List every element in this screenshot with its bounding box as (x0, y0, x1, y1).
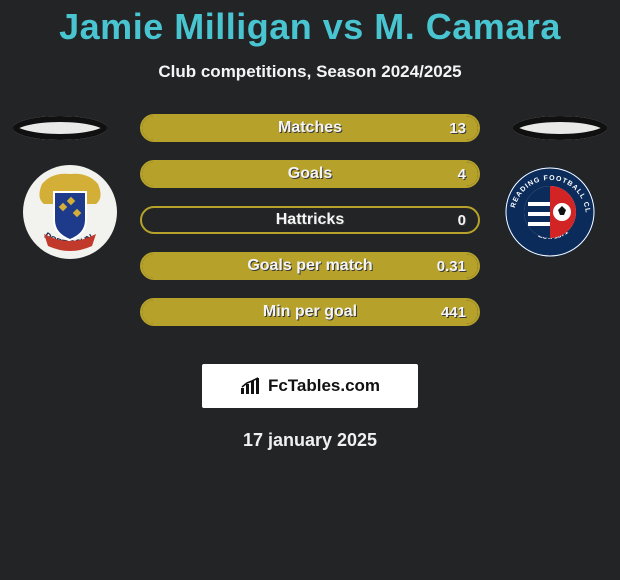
stat-label: Hattricks (276, 211, 344, 229)
stat-bar: Goals per match 0.31 (140, 252, 480, 280)
stat-value-right: 0.31 (437, 258, 466, 275)
page-title: Jamie Milligan vs M. Camara (0, 6, 620, 48)
stat-value-right: 441 (441, 304, 466, 321)
date-text: 17 january 2025 (0, 430, 620, 451)
chart-icon (240, 377, 262, 395)
player-placeholder-left (13, 116, 107, 140)
stat-value-right: 0 (458, 212, 466, 229)
stat-bar: Goals 4 (140, 160, 480, 188)
stat-label: Goals per match (247, 257, 372, 275)
stat-bars: Matches 13 Goals 4 Hattricks 0 Goals per… (140, 114, 480, 344)
subtitle: Club competitions, Season 2024/2025 (0, 62, 620, 82)
stat-value-right: 13 (449, 120, 466, 137)
stat-value-right: 4 (458, 166, 466, 183)
brand-badge: FcTables.com (202, 364, 418, 408)
stat-bar: Matches 13 (140, 114, 480, 142)
comparison-body: PORT COUN READING FOO (0, 114, 620, 344)
club-crest-left: PORT COUN (22, 164, 118, 260)
comparison-card: Jamie Milligan vs M. Camara Club competi… (0, 0, 620, 451)
stat-label: Matches (278, 119, 342, 137)
stat-label: Min per goal (263, 303, 357, 321)
stat-label: Goals (288, 165, 332, 183)
brand-text: FcTables.com (268, 376, 380, 396)
stat-bar: Hattricks 0 (140, 206, 480, 234)
stat-bar: Min per goal 441 (140, 298, 480, 326)
club-crest-right: READING FOOTBALL CLUB EST. 1871 (502, 164, 598, 260)
player-placeholder-right (513, 116, 607, 140)
